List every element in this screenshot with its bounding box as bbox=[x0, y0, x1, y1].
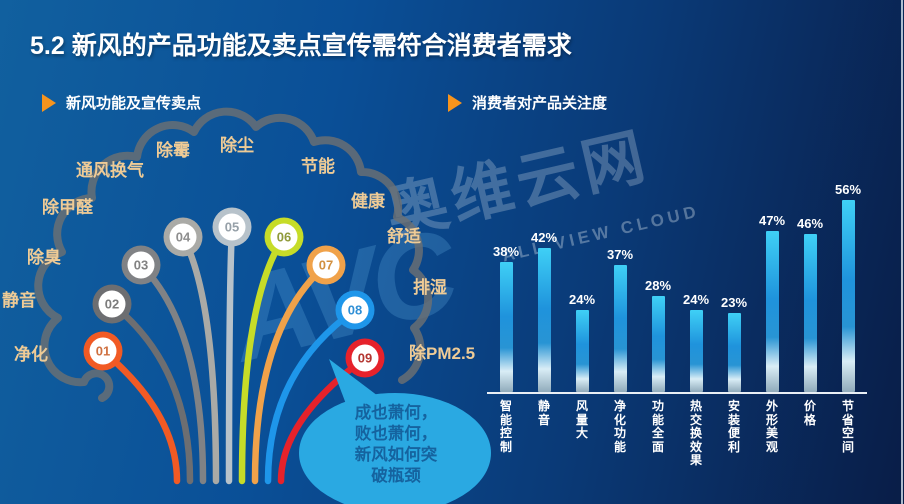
right-edge-line bbox=[901, 0, 903, 504]
x-axis-label: 智能控制 bbox=[499, 399, 512, 454]
triangle-marker-icon bbox=[448, 93, 462, 112]
bar-column: 37% bbox=[601, 247, 639, 392]
bar bbox=[689, 310, 703, 392]
x-axis-label: 静音 bbox=[537, 399, 550, 427]
bar-value-label: 56% bbox=[834, 182, 862, 197]
bar-value-label: 24% bbox=[568, 292, 596, 307]
x-axis-label: 净化功能 bbox=[613, 399, 626, 454]
bar-column: 24% bbox=[563, 292, 601, 392]
x-axis-label: 功能全面 bbox=[651, 399, 664, 454]
bar bbox=[499, 262, 513, 392]
bar-column: 24% bbox=[677, 292, 715, 392]
bubble-line: 破瓶颈 bbox=[371, 467, 421, 485]
section-header-right: 消费者对产品关注度 bbox=[448, 92, 607, 113]
keyword-label: 健康 bbox=[351, 192, 385, 211]
bar-column: 28% bbox=[639, 278, 677, 392]
bar-value-label: 23% bbox=[720, 295, 748, 310]
bar bbox=[727, 313, 741, 392]
bar-value-label: 37% bbox=[606, 247, 634, 262]
bubble-line: 败也萧何， bbox=[354, 425, 438, 443]
x-axis-label: 外形美观 bbox=[765, 399, 778, 454]
bar-value-label: 46% bbox=[796, 216, 824, 231]
bar bbox=[651, 296, 665, 392]
keyword-label: 除霉 bbox=[156, 141, 190, 160]
bar bbox=[803, 234, 817, 392]
bar-value-label: 28% bbox=[644, 278, 672, 293]
bar-value-label: 47% bbox=[758, 213, 786, 228]
keyword-label: 静音 bbox=[2, 291, 36, 310]
keyword-label: 净化 bbox=[14, 345, 48, 364]
bubble-line: 新风如何突 bbox=[354, 446, 438, 464]
bar-column: 47% bbox=[753, 213, 791, 392]
keyword-label: 节能 bbox=[301, 157, 335, 176]
bar bbox=[575, 310, 589, 392]
x-axis-label: 风量大 bbox=[575, 399, 588, 440]
bubble-text: 成也萧何， 败也萧何， 新风如何突 破瓶颈 bbox=[308, 403, 484, 487]
x-axis-label: 价格 bbox=[803, 399, 816, 427]
keyword-label: 舒适 bbox=[387, 227, 421, 246]
keyword-label: 除尘 bbox=[220, 136, 254, 155]
keyword-label: 除PM2.5 bbox=[409, 344, 476, 363]
keyword-label: 通风换气 bbox=[76, 161, 144, 180]
page-title: 5.2 新风的产品功能及卖点宣传需符合消费者需求 bbox=[30, 32, 572, 60]
keyword-label: 除臭 bbox=[27, 248, 61, 267]
bar bbox=[613, 265, 627, 392]
bar-column: 42% bbox=[525, 230, 563, 392]
bar-value-label: 42% bbox=[530, 230, 558, 245]
bar-value-label: 38% bbox=[492, 244, 520, 259]
section-header-left-label: 新风功能及宣传卖点 bbox=[66, 95, 202, 112]
keyword-label: 除甲醛 bbox=[42, 198, 93, 217]
x-axis-label: 热交换效果 bbox=[689, 399, 702, 467]
x-axis-label: 安装便利 bbox=[727, 399, 740, 454]
triangle-marker-icon bbox=[42, 93, 56, 112]
bar-chart-categories: 智能控制 静音 风量大 净化功能 功能全面 热交换效果 安装便利 外形美观 价格 节省空间 bbox=[487, 399, 867, 468]
keyword-label: 排湿 bbox=[413, 278, 447, 297]
x-axis-label: 节省空间 bbox=[841, 399, 854, 454]
bar-column: 56% bbox=[829, 182, 867, 392]
bar-column: 38% bbox=[487, 244, 525, 392]
section-header-left: 新风功能及宣传卖点 bbox=[42, 92, 201, 113]
bar-chart-plot: 38% 42% 24% 37% 28% 24% 23% 47% 46% 56% bbox=[487, 168, 867, 394]
bar bbox=[765, 231, 779, 392]
bar bbox=[841, 200, 855, 392]
section-header-right-label: 消费者对产品关注度 bbox=[472, 95, 608, 112]
bar-value-label: 24% bbox=[682, 292, 710, 307]
bar bbox=[537, 248, 551, 392]
bubble-line: 成也萧何， bbox=[354, 404, 438, 422]
bar-column: 46% bbox=[791, 216, 829, 392]
bar-column: 23% bbox=[715, 295, 753, 392]
bar-chart: 38% 42% 24% 37% 28% 24% 23% 47% 46% 56% 智能控制 静音 风量大… bbox=[487, 168, 867, 468]
